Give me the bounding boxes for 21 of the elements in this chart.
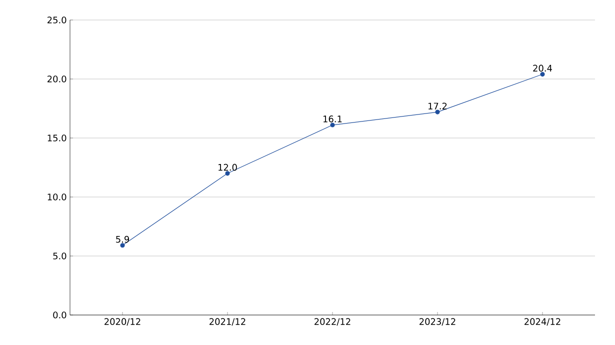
y-tick-label: 5.0 bbox=[53, 252, 66, 260]
text: 20.4 bbox=[533, 64, 552, 72]
point bbox=[225, 171, 230, 176]
text: 12.0 bbox=[218, 164, 237, 171]
y-tick-label: 0.0 bbox=[53, 312, 66, 318]
x-tick-label: 2022/12 bbox=[314, 318, 350, 326]
y-tick-label: 20.0 bbox=[48, 76, 66, 82]
point bbox=[330, 122, 335, 128]
text: 5.9 bbox=[116, 236, 129, 243]
point bbox=[120, 243, 125, 248]
y-tick-label: 25.0 bbox=[48, 16, 66, 24]
text: 17.2 bbox=[428, 102, 447, 110]
point bbox=[435, 110, 440, 114]
text: 16.1 bbox=[324, 116, 342, 122]
x-tick-label: 2021/12 bbox=[210, 318, 246, 326]
y-tick-label: 10.0 bbox=[48, 194, 66, 200]
y-tick-label: 15.0 bbox=[48, 134, 66, 142]
point bbox=[540, 72, 545, 77]
x-tick-label: 2023/12 bbox=[420, 318, 456, 326]
x-tick-label: 2024/12 bbox=[524, 318, 560, 326]
x-tick-label: 2020/12 bbox=[104, 318, 140, 326]
